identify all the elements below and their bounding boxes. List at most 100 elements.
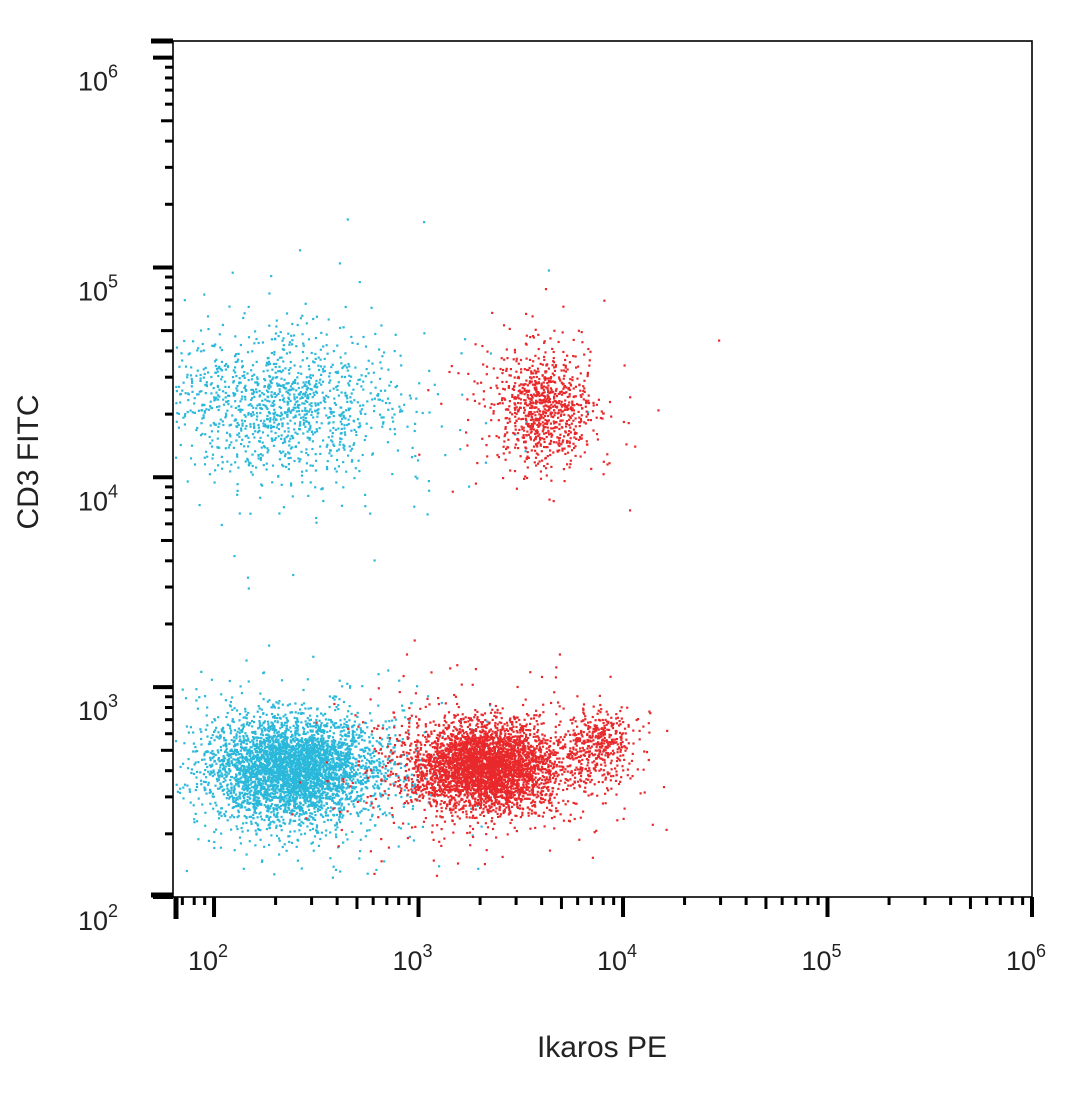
data-point — [216, 736, 219, 739]
data-point — [382, 760, 385, 763]
data-point — [331, 721, 334, 724]
data-point — [359, 404, 362, 407]
data-point — [337, 708, 340, 711]
data-point — [285, 780, 288, 783]
data-point — [339, 750, 342, 753]
data-point — [346, 798, 350, 801]
data-point — [183, 299, 186, 302]
data-point — [188, 790, 191, 793]
data-point — [302, 784, 305, 787]
data-point — [297, 457, 300, 460]
data-point — [291, 797, 294, 800]
data-point — [312, 816, 315, 820]
data-point — [314, 337, 317, 340]
data-point — [268, 644, 271, 647]
data-point — [260, 728, 263, 731]
data-point — [293, 803, 296, 806]
data-point — [281, 742, 284, 745]
data-point — [299, 778, 302, 781]
data-point — [265, 713, 268, 716]
data-point — [207, 783, 210, 786]
data-point — [323, 791, 327, 794]
data-point — [284, 367, 287, 370]
data-point — [239, 769, 242, 772]
data-point — [285, 800, 288, 803]
data-point — [313, 721, 316, 724]
data-point — [221, 461, 224, 464]
data-point — [272, 769, 275, 772]
data-point — [322, 792, 325, 795]
data-point — [228, 394, 231, 397]
data-point — [269, 805, 273, 808]
data-point — [285, 787, 288, 790]
data-point — [294, 753, 297, 756]
data-point — [255, 790, 258, 793]
data-point — [284, 805, 287, 808]
data-point — [199, 779, 203, 782]
data-point — [300, 749, 304, 752]
data-point — [319, 756, 322, 759]
data-point — [233, 736, 236, 739]
data-point — [288, 372, 291, 375]
data-point — [333, 740, 336, 743]
data-point — [308, 438, 311, 441]
data-point — [238, 793, 242, 796]
data-point — [301, 769, 304, 772]
data-point — [236, 453, 239, 456]
data-point — [245, 768, 248, 771]
data-point — [280, 825, 283, 828]
data-point — [290, 841, 294, 844]
data-point — [296, 724, 299, 727]
data-point — [400, 364, 403, 367]
data-point — [262, 672, 265, 675]
data-point — [320, 805, 323, 808]
data-point — [288, 753, 291, 756]
data-point — [253, 775, 256, 778]
data-point — [189, 374, 193, 377]
data-point — [344, 391, 347, 394]
data-point — [215, 777, 219, 780]
data-point — [299, 785, 302, 788]
data-point — [243, 797, 246, 800]
data-point — [267, 720, 270, 723]
data-point — [313, 764, 316, 767]
data-point — [309, 437, 312, 440]
data-point — [327, 396, 330, 399]
data-point — [349, 685, 352, 688]
data-point — [334, 752, 337, 755]
data-point — [241, 764, 244, 767]
data-point — [222, 758, 225, 761]
data-point — [285, 740, 288, 743]
data-point — [274, 784, 277, 787]
data-point — [268, 769, 271, 772]
data-point — [367, 808, 370, 812]
data-point — [243, 312, 246, 315]
data-point — [209, 405, 212, 408]
data-point — [254, 821, 257, 824]
data-point — [364, 721, 367, 724]
data-point — [270, 834, 273, 837]
data-point — [296, 400, 299, 403]
data-point — [297, 806, 300, 809]
data-point — [276, 818, 279, 821]
data-point — [234, 366, 237, 369]
data-point — [379, 743, 382, 746]
data-point — [311, 765, 314, 768]
data-point — [283, 732, 286, 735]
data-point — [459, 429, 462, 432]
data-point — [307, 775, 310, 778]
data-point — [315, 763, 318, 766]
data-point — [201, 803, 204, 806]
data-point — [206, 724, 209, 727]
data-point — [266, 414, 269, 418]
data-point — [306, 756, 309, 760]
data-point — [309, 782, 312, 785]
data-point — [311, 753, 315, 756]
data-point — [223, 788, 226, 791]
data-point — [287, 803, 290, 807]
data-point — [306, 788, 309, 792]
data-point — [273, 731, 276, 734]
data-point — [263, 776, 266, 779]
data-point — [316, 830, 319, 833]
data-point — [343, 448, 346, 451]
